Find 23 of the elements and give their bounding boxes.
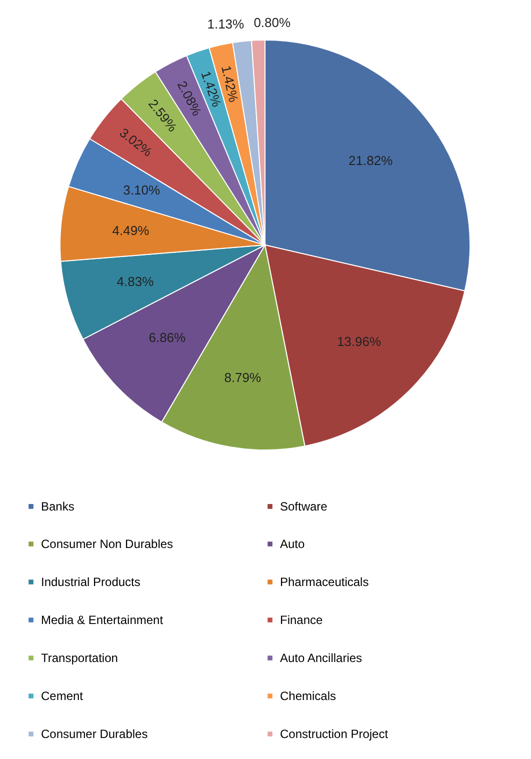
data-label: 4.83% (116, 274, 154, 290)
legend-label: Auto Ancillaries (280, 651, 362, 665)
legend-label: Finance (280, 613, 324, 627)
legend-label: Pharmaceuticals (280, 575, 369, 589)
legend-label: Consumer Durables (41, 727, 148, 741)
legend-label: Cement (41, 689, 84, 703)
legend-label: Chemicals (280, 689, 336, 703)
legend-label: Software (280, 499, 328, 514)
legend-label: Banks (41, 499, 74, 514)
legend-label: Construction Project (280, 727, 389, 741)
legend-label: Auto (280, 537, 306, 551)
legend-label: Industrial Products (41, 575, 140, 589)
data-label: 4.49% (112, 222, 150, 238)
legend-label: Transportation (41, 651, 118, 665)
data-label: 6.86% (148, 330, 186, 346)
data-label: 3.10% (123, 182, 160, 198)
data-label: 13.96% (336, 334, 382, 349)
legend-label: Media & Entertainment (41, 613, 164, 627)
data-label: 0.80% (254, 15, 291, 30)
legend-label: Consumer Non Durables (41, 537, 174, 551)
data-label: 1.13% (207, 16, 245, 32)
data-label: 8.79% (224, 370, 262, 386)
data-label: 21.82% (348, 152, 394, 168)
